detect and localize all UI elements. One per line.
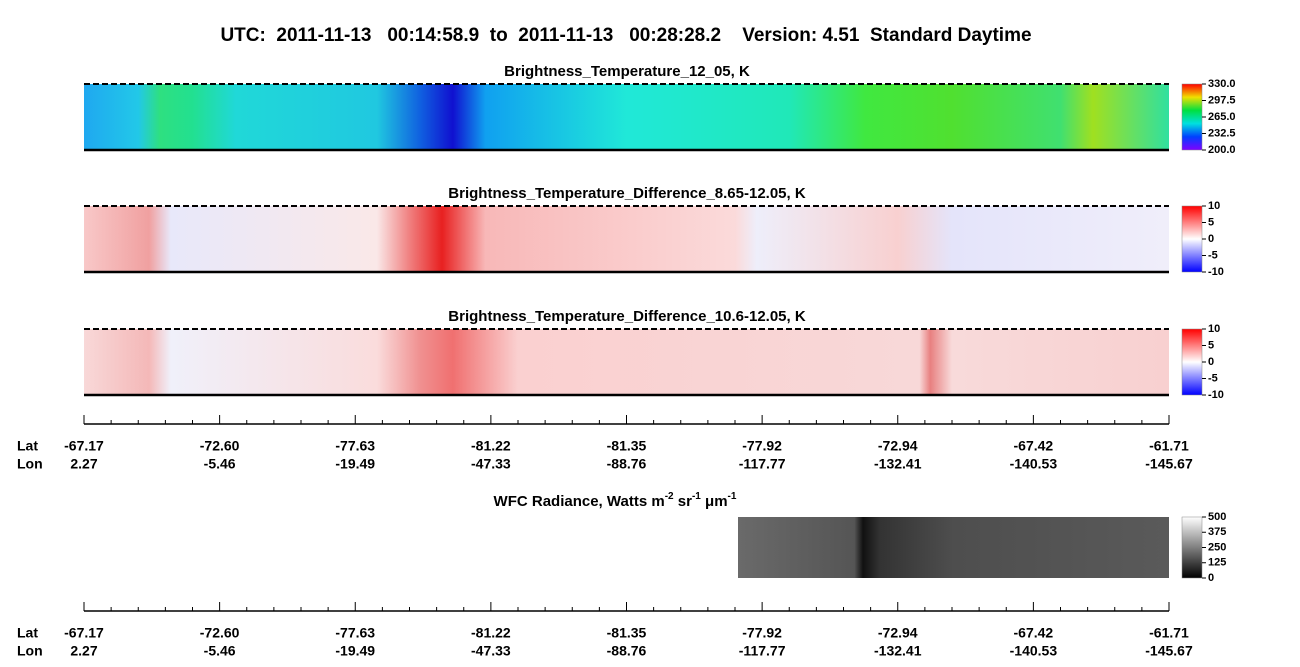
colorbar-tick-label: 200.0 bbox=[1208, 144, 1236, 156]
colorbar-tick-label: -5 bbox=[1208, 372, 1218, 384]
lon-value: -145.67 bbox=[1145, 643, 1193, 659]
panel-title: Brightness_Temperature_Difference_10.6-1… bbox=[448, 308, 806, 325]
lat-value: -81.22 bbox=[471, 438, 511, 454]
colorbar-tick-label: 500 bbox=[1208, 511, 1226, 523]
lon-value: -132.41 bbox=[874, 643, 922, 659]
lat-value: -81.35 bbox=[607, 625, 647, 641]
lat-value: -81.35 bbox=[607, 438, 647, 454]
colorbar-tick-label: 5 bbox=[1208, 339, 1214, 351]
panel-title: Brightness_Temperature_Difference_8.65-1… bbox=[448, 185, 806, 202]
lat-value: -61.71 bbox=[1149, 438, 1189, 454]
colorbar-tick-label: 265.0 bbox=[1208, 111, 1236, 123]
colorbar-tick-label: 297.5 bbox=[1208, 94, 1236, 106]
lon-value: -132.41 bbox=[874, 456, 922, 472]
colorbar-tick-label: 0 bbox=[1208, 356, 1214, 368]
lon-label: Lon bbox=[17, 456, 43, 472]
lon-value: -47.33 bbox=[471, 643, 511, 659]
lon-value: -140.53 bbox=[1010, 643, 1058, 659]
lat-value: -72.60 bbox=[200, 625, 240, 641]
title-part: μm bbox=[701, 493, 728, 510]
lon-value: -47.33 bbox=[471, 456, 511, 472]
lat-value: -67.42 bbox=[1014, 438, 1054, 454]
colorbar-tick-label: 250 bbox=[1208, 541, 1226, 553]
lon-value: -5.46 bbox=[204, 456, 236, 472]
lon-value: -145.67 bbox=[1145, 456, 1193, 472]
lat-value: -77.92 bbox=[742, 625, 782, 641]
colorbar-tick-label: 5 bbox=[1208, 216, 1214, 228]
colorbar-tick-label: 232.5 bbox=[1208, 127, 1236, 139]
colorbar-tick-label: -10 bbox=[1208, 266, 1224, 278]
lon-value: 2.27 bbox=[70, 643, 97, 659]
colorbar bbox=[1181, 516, 1203, 579]
lon-value: -140.53 bbox=[1010, 456, 1058, 472]
lon-label: Lon bbox=[17, 643, 43, 659]
lon-value: -88.76 bbox=[607, 643, 647, 659]
title: UTC: 2011-11-13 00:14:58.9 to 2011-11-13… bbox=[220, 25, 1031, 46]
lat-value: -67.17 bbox=[64, 625, 104, 641]
lat-value: -72.94 bbox=[878, 625, 918, 641]
title-part: sr bbox=[674, 493, 693, 510]
title-part: WFC Radiance, Watts m bbox=[494, 493, 665, 510]
lat-label: Lat bbox=[17, 438, 38, 454]
lon-value: -117.77 bbox=[739, 643, 786, 659]
colorbar bbox=[1181, 83, 1203, 151]
colorbar-tick-label: -5 bbox=[1208, 249, 1218, 261]
lon-value: -88.76 bbox=[607, 456, 647, 472]
lat-value: -81.22 bbox=[471, 625, 511, 641]
wfc-image bbox=[738, 517, 1169, 578]
panel-image bbox=[84, 329, 1169, 395]
colorbar-tick-label: -10 bbox=[1208, 389, 1224, 401]
colorbar bbox=[1181, 205, 1203, 273]
colorbar-tick-label: 10 bbox=[1208, 323, 1220, 335]
colorbar-tick-label: 10 bbox=[1208, 200, 1220, 212]
panel-title: Brightness_Temperature_12_05, K bbox=[504, 63, 750, 80]
colorbar-tick-label: 0 bbox=[1208, 233, 1214, 245]
colorbar-tick-label: 0 bbox=[1208, 572, 1214, 584]
colorbar-tick-label: 125 bbox=[1208, 557, 1226, 569]
panel-image bbox=[84, 206, 1169, 272]
colorbar-tick-label: 330.0 bbox=[1208, 78, 1236, 90]
lat-value: -67.42 bbox=[1014, 625, 1054, 641]
lat-value: -61.71 bbox=[1149, 625, 1189, 641]
lon-value: -5.46 bbox=[204, 643, 236, 659]
lon-value: -19.49 bbox=[335, 456, 375, 472]
lat-value: -77.63 bbox=[335, 438, 375, 454]
lat-value: -72.60 bbox=[200, 438, 240, 454]
lat-value: -77.63 bbox=[335, 625, 375, 641]
wfc-title: WFC Radiance, Watts m-2 sr-1 μm-1 bbox=[494, 491, 737, 510]
lat-value: -67.17 bbox=[64, 438, 104, 454]
superscript: -2 bbox=[665, 491, 674, 502]
lon-value: -19.49 bbox=[335, 643, 375, 659]
lon-value: 2.27 bbox=[70, 456, 97, 472]
colorbar bbox=[1181, 328, 1203, 396]
lat-label: Lat bbox=[17, 625, 38, 641]
lat-value: -77.92 bbox=[742, 438, 782, 454]
superscript: -1 bbox=[692, 491, 701, 502]
panel-image bbox=[84, 84, 1169, 150]
superscript: -1 bbox=[728, 491, 737, 502]
lon-value: -117.77 bbox=[739, 456, 786, 472]
colorbar-tick-label: 375 bbox=[1208, 526, 1226, 538]
lat-value: -72.94 bbox=[878, 438, 918, 454]
